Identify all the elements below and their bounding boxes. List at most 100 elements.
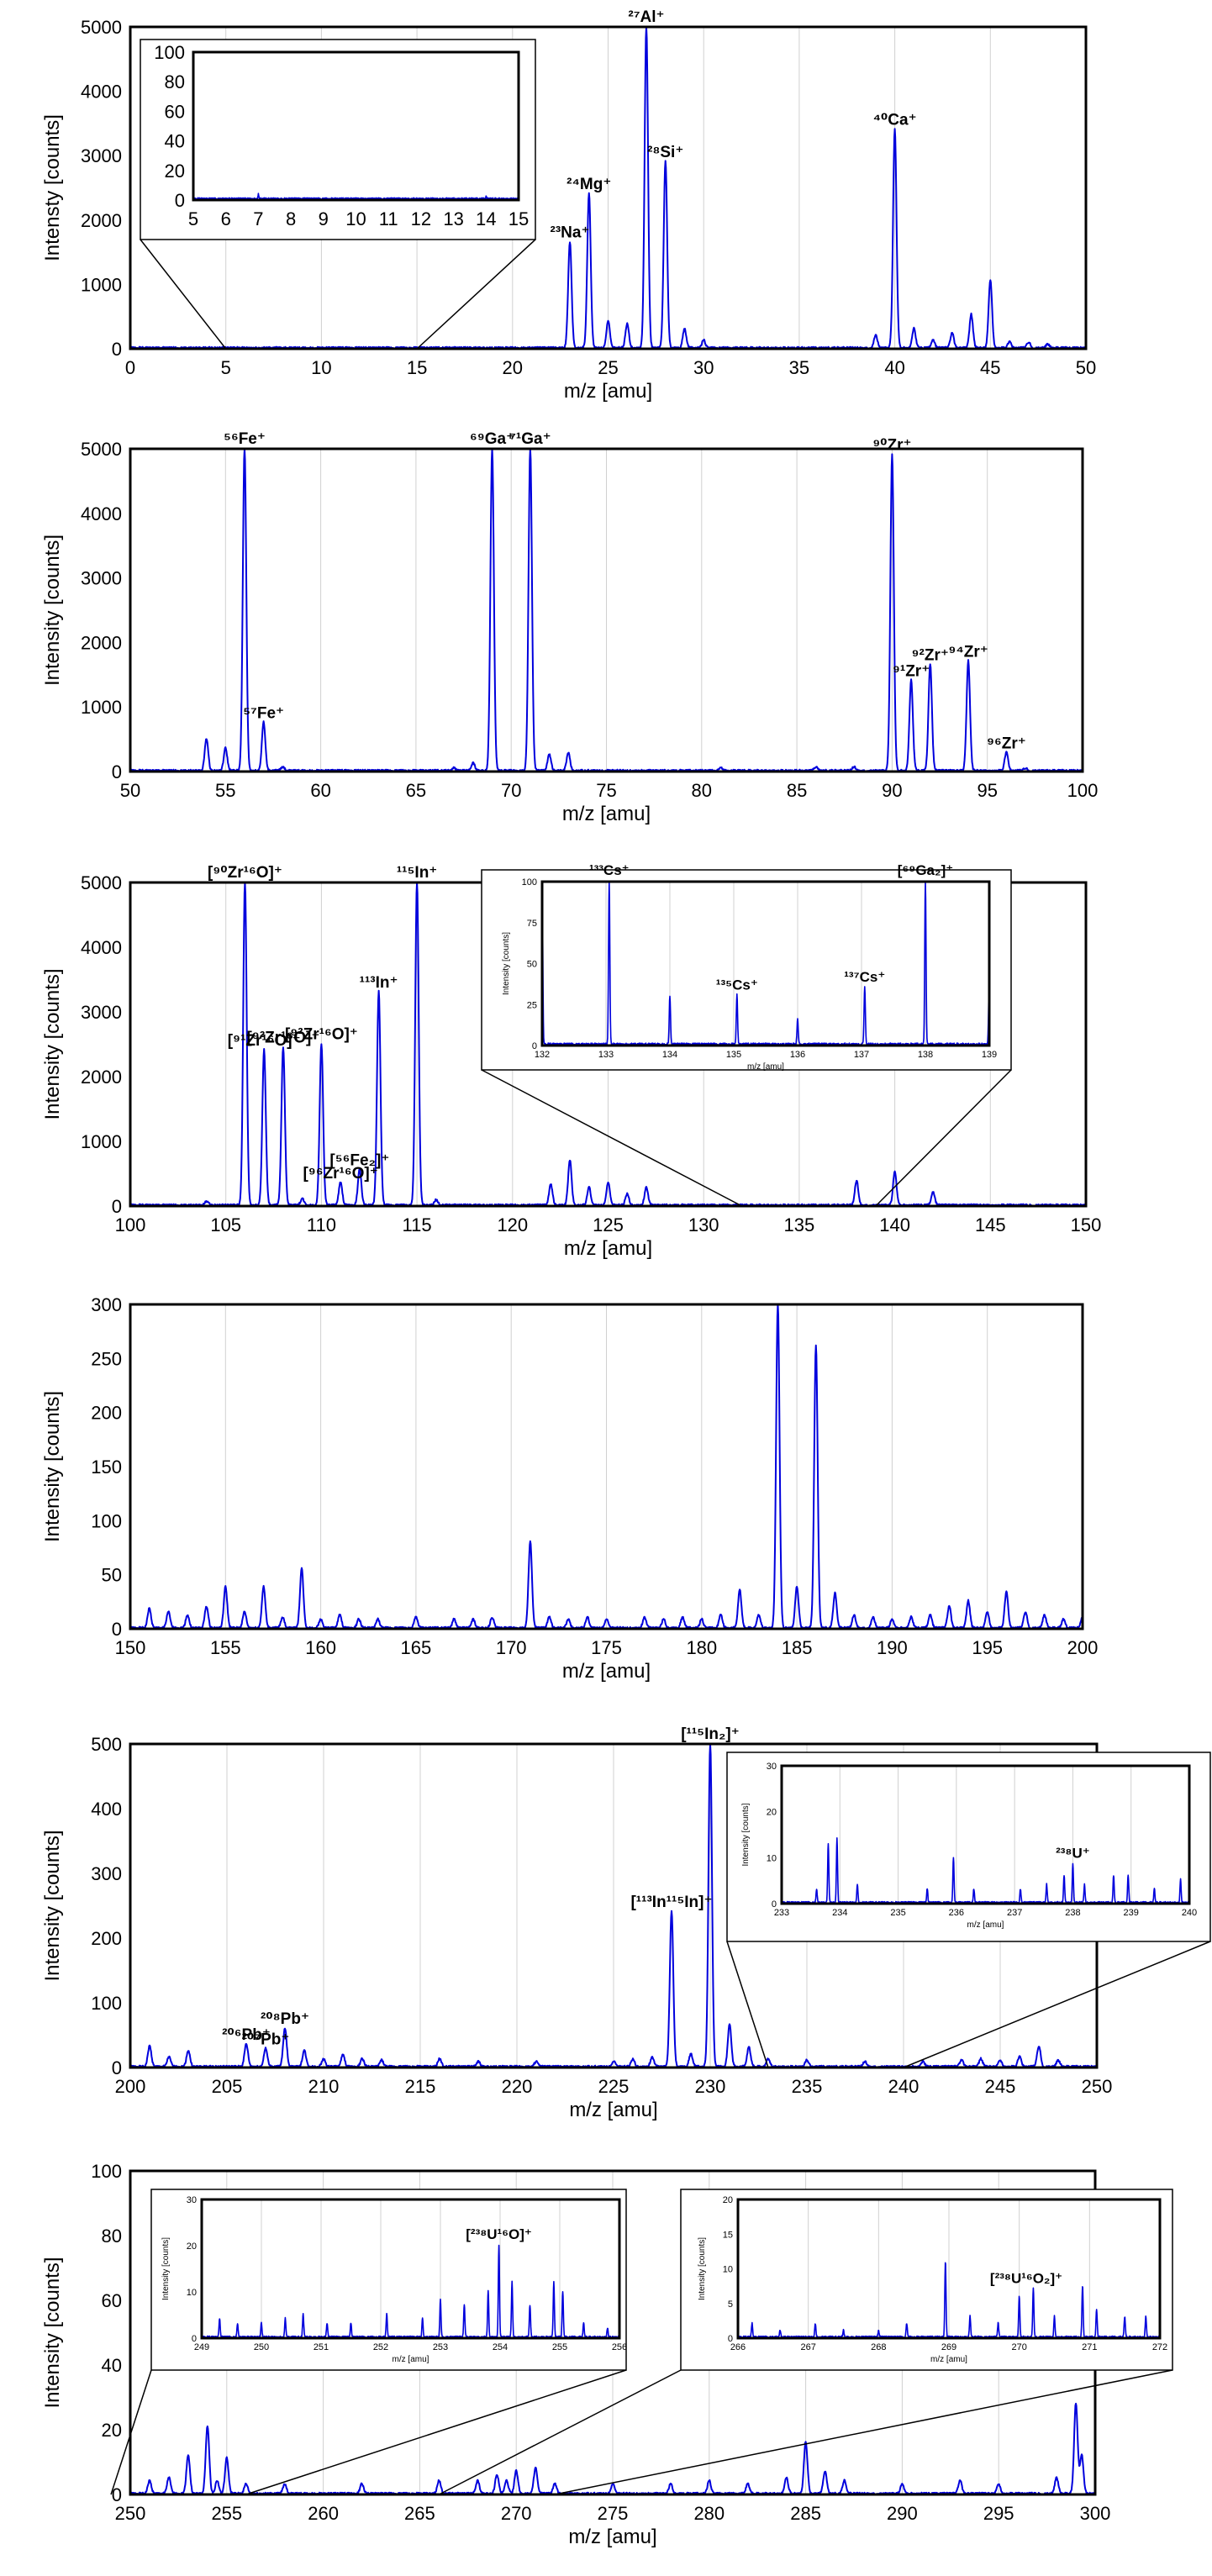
inset-outer-box — [140, 39, 536, 240]
y-tick-label: 0 — [112, 2484, 122, 2505]
x-tick-label: 180 — [686, 1637, 717, 1658]
x-tick-label: 7 — [253, 208, 263, 229]
x-tick-label: 230 — [695, 2076, 726, 2097]
peak-annotation: ²⁴Mg⁺ — [566, 176, 611, 193]
inset-plot-frame — [540, 880, 991, 1047]
x-tick-label: 139 — [982, 1050, 997, 1060]
y-tick-label: 20 — [187, 2241, 197, 2252]
x-tick-label: 80 — [692, 780, 712, 801]
y-tick-label: 2000 — [81, 1067, 122, 1088]
x-tick-label: 268 — [871, 2342, 886, 2352]
y-tick-label: 500 — [91, 1734, 122, 1755]
inset-outer-box — [150, 2189, 627, 2371]
peak-annotation: ²⁷Al⁺ — [628, 8, 664, 26]
x-tick-label: 55 — [215, 780, 235, 801]
plot-frame — [129, 447, 1084, 773]
zoom-connector — [554, 2369, 1173, 2495]
peak-annotation: ⁹⁴Zr⁺ — [948, 643, 988, 661]
x-tick-label: 5 — [221, 357, 231, 378]
x-tick-label: 138 — [918, 1050, 933, 1060]
peak-annotation: ²⁰⁶Pb⁺ — [222, 2026, 271, 2044]
y-axis-label: Intensity [counts] — [698, 2237, 707, 2300]
y-tick-label: 100 — [91, 1993, 122, 2014]
x-tick-label: 25 — [598, 357, 618, 378]
spectrum-panel-1: 0 5 10 15 20 25 30 35 40 45 5001000200030004000500… — [41, 8, 1096, 403]
y-tick-label: 100 — [522, 877, 537, 888]
spectrum-trace — [541, 881, 990, 1046]
x-axis-label: m/z [amu] — [562, 1660, 651, 1683]
inset-plot-frame — [736, 2198, 1162, 2340]
x-tick-label: 20 — [503, 357, 523, 378]
peak-annotation: ⁵⁷Fe⁺ — [243, 704, 284, 722]
y-tick-label: 4000 — [81, 82, 122, 103]
peak-annotation: ⁵⁶Fe⁺ — [224, 430, 266, 448]
x-tick-label: 285 — [790, 2503, 821, 2524]
inset-chart: 5 6 7 8 9 10 11 12 13 14 15 0 20 40 60 80 100 — [140, 39, 536, 240]
x-tick-label: 135 — [726, 1050, 741, 1060]
x-axis-label: m/z [amu] — [569, 2099, 657, 2121]
y-tick-label: 10 — [767, 1853, 777, 1863]
x-tick-label: 15 — [407, 357, 427, 378]
peak-annotation: ⁶⁹Ga⁺ — [470, 430, 514, 448]
y-tick-label: 10 — [187, 2288, 197, 2298]
y-tick-label: 5000 — [81, 17, 122, 38]
x-tick-label: 5 — [188, 208, 198, 229]
y-tick-label: 100 — [154, 42, 185, 63]
zoom-connector — [875, 1069, 1012, 1207]
x-tick-label: 10 — [345, 208, 366, 229]
peak-annotation: ¹¹⁵In⁺ — [397, 864, 438, 882]
inset-plot-frame — [192, 50, 520, 202]
y-tick-label: 5000 — [81, 872, 122, 893]
y-axis-label: Intensty [counts] — [41, 114, 64, 261]
y-tick-label: 20 — [102, 2420, 122, 2441]
x-tick-label: 50 — [120, 780, 140, 801]
y-tick-label: 1000 — [81, 1131, 122, 1152]
x-tick-label: 255 — [211, 2503, 242, 2524]
y-tick-label: 5 — [728, 2299, 733, 2310]
x-tick-label: 120 — [497, 1214, 528, 1235]
y-tick-label: 20 — [165, 161, 185, 182]
y-tick-label: 0 — [532, 1041, 537, 1051]
y-tick-label: 15 — [723, 2230, 733, 2240]
x-tick-label: 9 — [319, 208, 329, 229]
x-tick-label: 150 — [115, 1637, 146, 1658]
y-axis-label: Intensity [counts] — [741, 1803, 751, 1866]
x-tick-label: 155 — [210, 1637, 241, 1658]
x-tick-label: 13 — [443, 208, 463, 229]
y-tick-label: 2000 — [81, 632, 122, 653]
x-axis-label: m/z [amu] — [568, 2526, 656, 2548]
inset-outer-box — [726, 1752, 1211, 1942]
x-tick-label: 270 — [501, 2503, 532, 2524]
x-tick-label: 70 — [501, 780, 521, 801]
peak-annotation: [²³⁸U¹⁶O]⁺ — [466, 2226, 532, 2242]
x-axis-label: m/z [amu] — [967, 1920, 1004, 1930]
x-tick-label: 160 — [305, 1637, 336, 1658]
x-tick-label: 140 — [879, 1214, 910, 1235]
x-tick-label: 225 — [598, 2076, 630, 2097]
x-tick-label: 85 — [787, 780, 807, 801]
peak-annotation: ²³Na⁺ — [551, 224, 590, 242]
x-tick-label: 235 — [890, 1908, 905, 1918]
x-tick-label: 11 — [379, 208, 398, 229]
y-tick-label: 30 — [767, 1762, 777, 1772]
inset-chart: 233 234 235 236 237 238 239 240 0 10 20 30 m/z [amu]… — [726, 1752, 1211, 1942]
x-tick-label: 205 — [212, 2076, 243, 2097]
y-tick-label: 0 — [112, 1619, 122, 1640]
x-tick-label: 200 — [115, 2076, 146, 2097]
peak-annotation: [¹¹⁵In₂]⁺ — [681, 1725, 740, 1743]
x-tick-label: 45 — [980, 357, 1000, 378]
spectrum-panel-5: 200 205 210 215 220 225 230 235 240 245 2500100200… — [41, 1725, 1211, 2121]
y-tick-label: 300 — [91, 1863, 122, 1884]
x-tick-label: 272 — [1152, 2342, 1167, 2352]
x-tick-label: 245 — [985, 2076, 1016, 2097]
y-axis-label: Intensity [counts] — [41, 1830, 64, 1981]
x-tick-label: 15 — [509, 208, 529, 229]
zoom-connector — [416, 239, 536, 350]
x-tick-label: 40 — [884, 357, 904, 378]
zoom-connector — [439, 2369, 682, 2495]
x-tick-label: 253 — [433, 2342, 448, 2352]
y-tick-label: 2000 — [81, 210, 122, 231]
x-tick-label: 250 — [1082, 2076, 1113, 2097]
x-tick-label: 30 — [693, 357, 714, 378]
x-tick-label: 125 — [593, 1214, 624, 1235]
